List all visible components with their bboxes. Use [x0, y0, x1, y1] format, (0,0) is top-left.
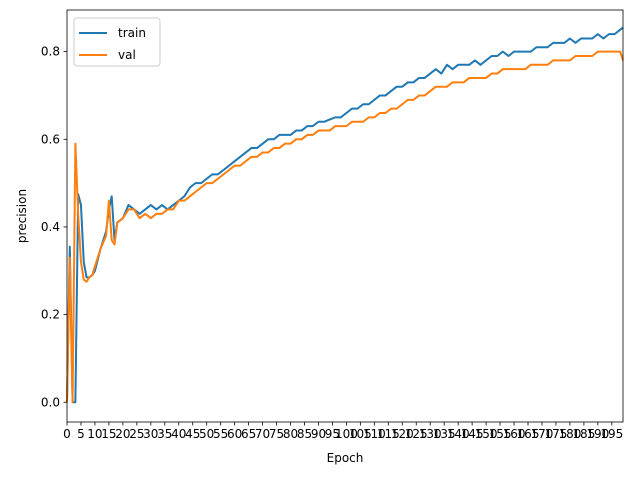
y-tick-label: 0.8 — [41, 45, 60, 59]
y-tick-label: 0.2 — [41, 308, 60, 322]
x-tick-label: 105 — [349, 427, 372, 441]
x-tick-label: 35 — [157, 427, 172, 441]
x-tick-label: 65 — [241, 427, 256, 441]
x-tick-label: 140 — [447, 427, 470, 441]
x-tick-label: 100 — [335, 427, 358, 441]
series-line-val — [66, 50, 624, 404]
x-tick-label: 85 — [297, 427, 312, 441]
x-tick-label: 40 — [171, 427, 186, 441]
x-tick-label: 165 — [517, 427, 540, 441]
x-tick-label: 195 — [600, 427, 623, 441]
x-tick-label: 70 — [255, 427, 270, 441]
x-axis-label: Epoch — [327, 451, 364, 465]
x-tick-label: 160 — [503, 427, 526, 441]
x-tick-label: 145 — [461, 427, 484, 441]
legend-box — [73, 17, 161, 67]
x-tick-label: 45 — [185, 427, 200, 441]
x-tick-label: 10 — [87, 427, 102, 441]
x-tick-label: 0 — [63, 427, 71, 441]
x-tick-label: 185 — [572, 427, 595, 441]
x-tick-label: 20 — [115, 427, 130, 441]
x-tick-label: 15 — [101, 427, 116, 441]
x-tick-label: 115 — [377, 427, 400, 441]
legend: train val — [73, 17, 161, 67]
x-tick-label: 30 — [143, 427, 158, 441]
y-tick-label: 0.4 — [41, 220, 60, 234]
axes-frame — [66, 9, 624, 423]
y-tick-label: 0.6 — [41, 132, 60, 146]
x-tick-label: 120 — [391, 427, 414, 441]
y-axis-ticks: 0.0 0.2 0.4 0.6 0.8 — [41, 45, 67, 409]
y-axis-label: precision — [15, 189, 29, 243]
x-tick-label: 75 — [269, 427, 284, 441]
x-tick-label: 90 — [311, 427, 326, 441]
x-tick-label: 50 — [199, 427, 214, 441]
x-tick-label: 55 — [213, 427, 228, 441]
x-tick-label: 110 — [363, 427, 386, 441]
x-tick-label: 155 — [489, 427, 512, 441]
x-tick-label: 25 — [129, 427, 144, 441]
x-tick-label: 130 — [419, 427, 442, 441]
x-tick-label: 60 — [227, 427, 242, 441]
x-tick-label: 95 — [325, 427, 340, 441]
x-tick-label: 125 — [405, 427, 428, 441]
x-tick-label: 5 — [77, 427, 85, 441]
x-tick-label: 170 — [531, 427, 554, 441]
series-line-train — [66, 26, 624, 404]
x-tick-label: 135 — [433, 427, 456, 441]
x-tick-label: 80 — [283, 427, 298, 441]
legend-label-val: val — [118, 48, 136, 62]
x-tick-label: 180 — [558, 427, 581, 441]
plot-area — [66, 26, 624, 404]
y-tick-label: 0.0 — [41, 395, 60, 409]
x-axis-ticks: 0 5 10152025303540455055606570758085909510… — [63, 422, 623, 441]
x-tick-label: 175 — [544, 427, 567, 441]
x-tick-label: 190 — [586, 427, 609, 441]
legend-label-train: train — [118, 26, 146, 40]
x-tick-label: 150 — [475, 427, 498, 441]
